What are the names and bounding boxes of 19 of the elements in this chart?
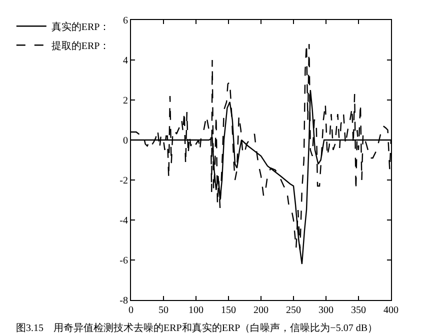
- y-tick-label: -2: [120, 176, 128, 186]
- y-tick-label: 0: [123, 136, 128, 146]
- y-tick-label: 2: [123, 96, 128, 106]
- x-tick-label: 250: [286, 305, 301, 316]
- x-tick-label: 200: [254, 305, 268, 316]
- caption: 图3.15 用奇异值检测技术去噪的ERP和真实的ERP（白噪声，信噪比为−5.07 dB）: [16, 322, 378, 334]
- x-tick-label: 100: [188, 305, 204, 316]
- legend-label: 提取的ERP：: [51, 40, 110, 52]
- y-tick-label: -8: [120, 296, 128, 306]
- x-tick-label: 150: [221, 305, 236, 316]
- y-tick-label: -6: [120, 256, 128, 266]
- legend-label: 真实的ERP：: [51, 21, 110, 33]
- x-tick-label: 350: [351, 305, 366, 316]
- x-tick-label: 50: [158, 305, 168, 316]
- x-tick-label: 300: [318, 305, 334, 316]
- y-tick-label: -4: [120, 216, 128, 226]
- x-tick-label: 400: [384, 305, 398, 316]
- y-tick-label: 6: [123, 16, 128, 26]
- y-tick-label: 4: [123, 56, 128, 66]
